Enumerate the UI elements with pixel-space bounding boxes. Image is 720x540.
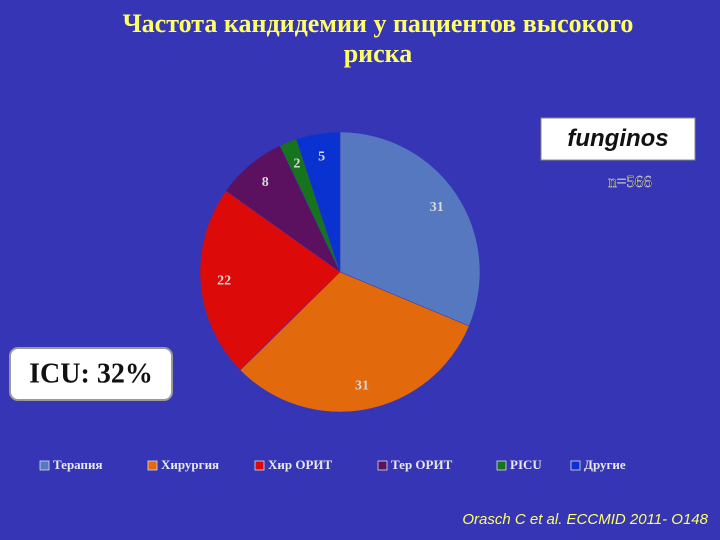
legend-swatch	[496, 460, 507, 471]
pie-slice	[199, 190, 341, 371]
legend-label: Другие	[584, 457, 626, 472]
legend-swatch	[377, 460, 388, 471]
data-label: 5	[318, 149, 325, 164]
icu-label: ICU: 32%	[29, 358, 153, 389]
source: Orasch C et al. ECCMID 2011- O148	[462, 511, 708, 528]
logo-text: funginos	[567, 125, 668, 152]
icu-box	[9, 347, 173, 401]
logo-frame	[540, 117, 696, 161]
legend-label: Хирургия	[161, 457, 219, 472]
legend-label: Хир ОРИТ	[268, 457, 333, 472]
data-label: 8	[262, 175, 269, 190]
pie-slice	[239, 271, 470, 413]
legend-label: Тер ОРИТ	[391, 457, 453, 472]
pie-slice	[339, 131, 481, 327]
legend-swatch	[570, 460, 581, 471]
sample-size: n=566	[608, 172, 652, 191]
data-label: 2	[293, 156, 300, 171]
legend-swatch	[147, 460, 158, 471]
data-label: 22	[217, 273, 231, 288]
legend-swatch	[39, 460, 50, 471]
chart-title: Частота кандидемии у пациентов высокого р…	[123, 9, 634, 68]
legend-label: Терапия	[53, 457, 103, 472]
data-label: 31	[430, 200, 444, 215]
legend-label: PICU	[510, 457, 542, 472]
logo-box: funginos	[540, 117, 696, 161]
pie-slice	[295, 131, 341, 273]
data-label: 31	[355, 378, 369, 393]
legend-swatch	[254, 460, 265, 471]
